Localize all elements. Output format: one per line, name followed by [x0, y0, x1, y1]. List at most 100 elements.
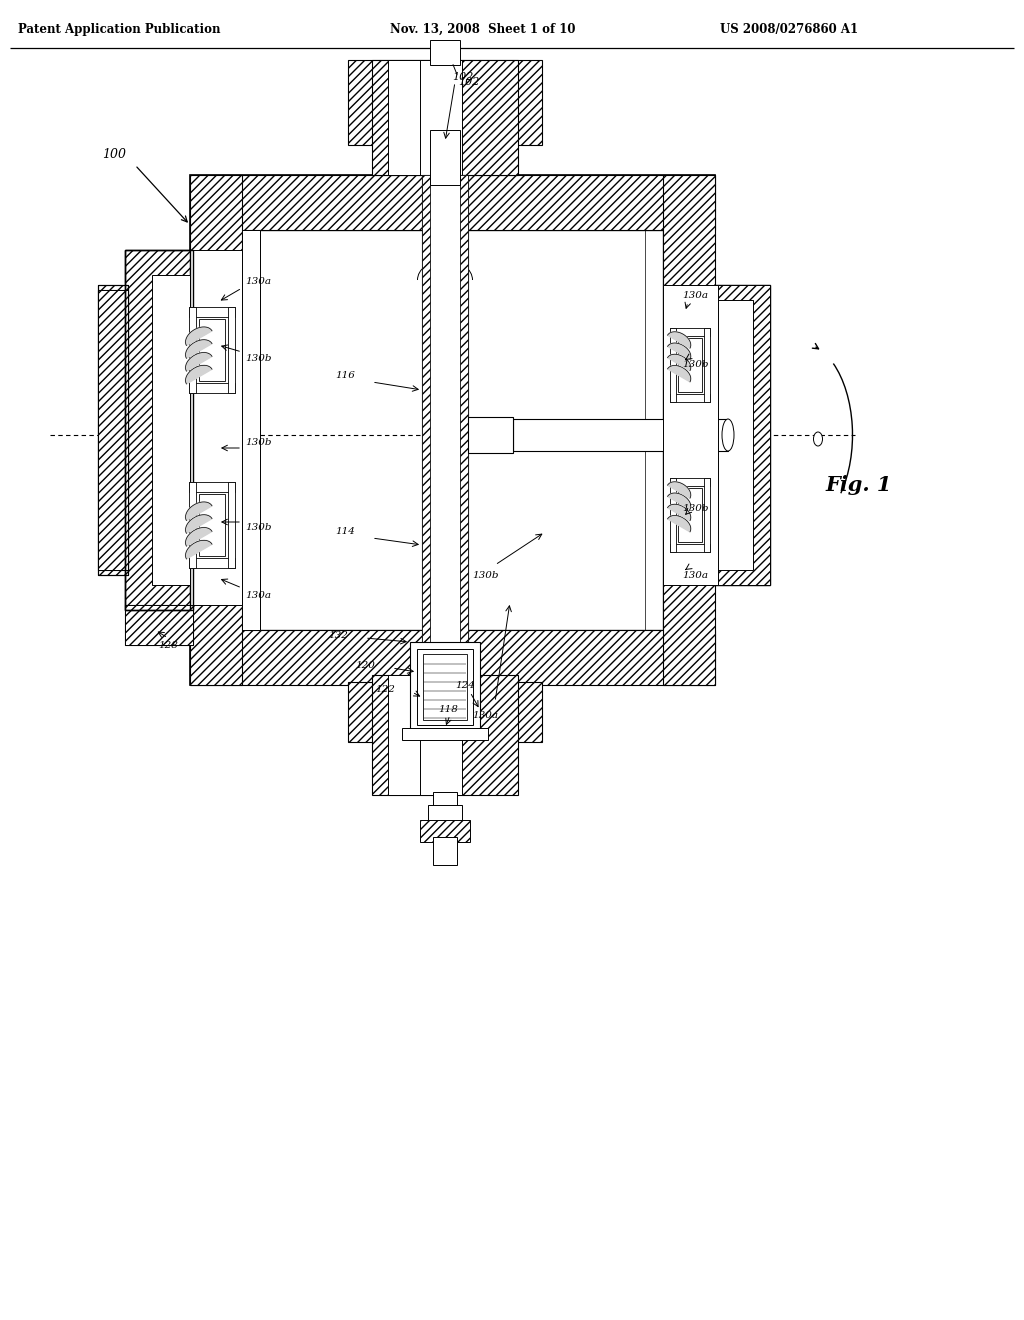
Bar: [468, 417, 513, 453]
Bar: [420, 820, 470, 842]
Bar: [242, 230, 663, 630]
Bar: [715, 285, 770, 585]
Text: Nov. 13, 2008  Sheet 1 of 10: Nov. 13, 2008 Sheet 1 of 10: [390, 22, 575, 36]
Bar: [190, 176, 715, 230]
Bar: [125, 605, 193, 645]
Bar: [372, 59, 518, 176]
Bar: [125, 605, 193, 645]
Bar: [420, 675, 462, 795]
Bar: [125, 249, 190, 610]
Bar: [348, 682, 542, 742]
Bar: [98, 290, 128, 570]
Polygon shape: [668, 516, 691, 532]
Bar: [189, 383, 234, 392]
Bar: [513, 418, 728, 451]
Text: 130a: 130a: [682, 570, 708, 579]
Bar: [430, 40, 460, 65]
Polygon shape: [185, 339, 212, 358]
Polygon shape: [185, 540, 212, 558]
Bar: [705, 478, 711, 553]
Polygon shape: [668, 343, 691, 359]
Bar: [348, 59, 542, 145]
Bar: [679, 338, 701, 392]
Ellipse shape: [813, 432, 822, 446]
Bar: [152, 275, 190, 585]
Bar: [189, 482, 196, 568]
Bar: [430, 176, 460, 665]
Polygon shape: [668, 331, 691, 348]
Text: 102: 102: [458, 77, 479, 87]
Text: 120: 120: [355, 660, 375, 669]
Bar: [190, 249, 242, 605]
Bar: [430, 129, 460, 185]
Bar: [663, 285, 718, 585]
Bar: [98, 290, 128, 570]
Bar: [98, 285, 128, 576]
Bar: [372, 675, 518, 795]
Bar: [422, 176, 468, 665]
Text: US 2008/0276860 A1: US 2008/0276860 A1: [720, 22, 858, 36]
Bar: [189, 482, 234, 492]
Bar: [670, 327, 711, 337]
Bar: [663, 176, 715, 685]
Text: Patent Application Publication: Patent Application Publication: [18, 22, 220, 36]
Text: 118: 118: [438, 705, 458, 714]
Text: 130b: 130b: [245, 354, 271, 363]
Text: 114: 114: [335, 528, 355, 536]
Polygon shape: [185, 352, 212, 371]
Bar: [705, 327, 711, 403]
Text: 130b: 130b: [472, 570, 499, 579]
Polygon shape: [668, 354, 691, 371]
Polygon shape: [668, 492, 691, 510]
Ellipse shape: [722, 418, 734, 451]
Bar: [422, 176, 430, 665]
Bar: [190, 630, 715, 685]
Bar: [125, 249, 190, 610]
Text: 122: 122: [375, 685, 395, 694]
Text: 128: 128: [158, 640, 178, 649]
Bar: [388, 675, 430, 795]
Text: 130b: 130b: [682, 360, 709, 370]
Bar: [189, 558, 234, 568]
Bar: [242, 230, 260, 630]
Bar: [423, 653, 467, 719]
Text: 130b: 130b: [682, 503, 709, 512]
Bar: [228, 482, 234, 568]
Text: 116: 116: [335, 371, 355, 380]
Bar: [433, 792, 457, 810]
Bar: [715, 285, 770, 585]
Bar: [402, 729, 488, 741]
Bar: [460, 176, 468, 665]
Text: 130a: 130a: [682, 290, 708, 300]
Bar: [417, 649, 473, 725]
Bar: [388, 59, 430, 176]
Text: 124: 124: [455, 681, 475, 689]
Text: 130b: 130b: [245, 437, 271, 446]
Bar: [679, 487, 701, 543]
Polygon shape: [668, 482, 691, 498]
Bar: [410, 642, 480, 733]
Bar: [199, 494, 225, 556]
Polygon shape: [185, 528, 212, 546]
Text: 130a: 130a: [245, 590, 271, 599]
Bar: [189, 308, 196, 392]
Bar: [228, 308, 234, 392]
Bar: [670, 327, 676, 403]
Bar: [428, 805, 462, 825]
Bar: [433, 837, 457, 865]
Bar: [199, 319, 225, 381]
Text: 130a: 130a: [472, 710, 498, 719]
Bar: [715, 300, 753, 570]
Text: 132: 132: [328, 631, 348, 639]
Polygon shape: [668, 366, 691, 381]
Bar: [125, 249, 193, 610]
Text: 130a: 130a: [245, 277, 271, 286]
Bar: [715, 285, 770, 585]
Bar: [190, 176, 715, 685]
Bar: [420, 59, 462, 176]
Bar: [670, 544, 711, 553]
Text: 130b: 130b: [245, 524, 271, 532]
Bar: [670, 393, 711, 403]
Polygon shape: [185, 366, 212, 384]
Bar: [670, 478, 676, 553]
